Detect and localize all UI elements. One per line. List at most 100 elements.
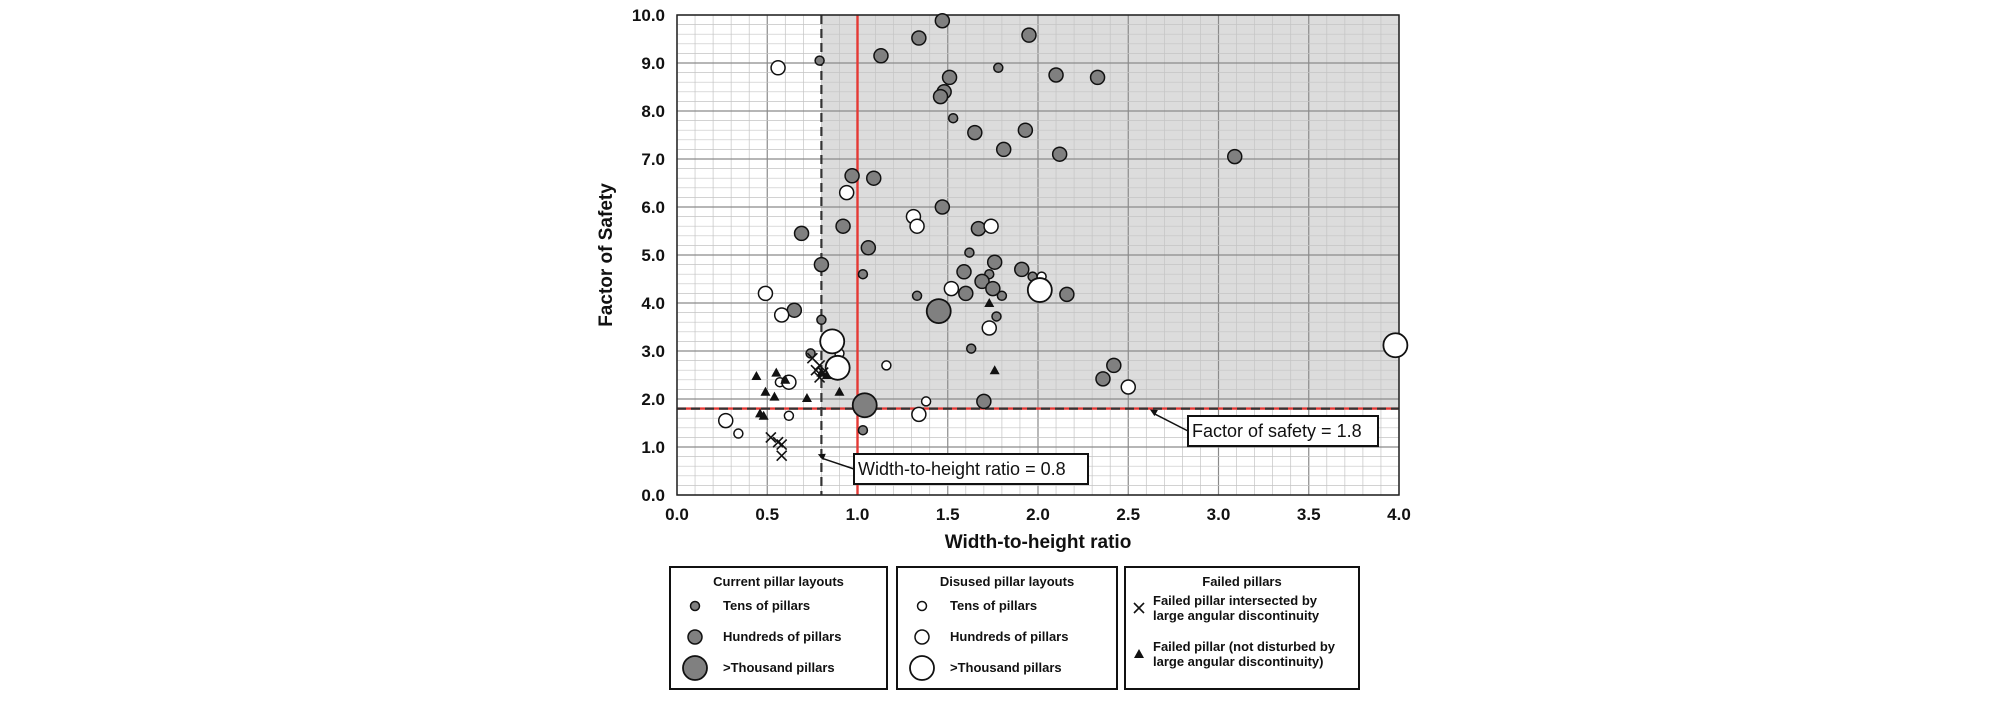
legend-marker [682, 655, 708, 681]
data-point [958, 285, 974, 302]
data-point [996, 290, 1008, 302]
failed-pillar-triangle-point [834, 386, 845, 396]
y-axis-title: Factor of Safety [596, 183, 617, 327]
data-point [1017, 122, 1034, 138]
data-point [911, 30, 927, 46]
y-tick-label: 0.0 [641, 486, 665, 505]
x-tick-label: 3.0 [1207, 505, 1231, 524]
legend-symbol [914, 629, 930, 645]
y-tick-label: 7.0 [641, 150, 665, 169]
data-point [1026, 277, 1053, 303]
data-point [844, 168, 860, 184]
data-point [956, 264, 972, 280]
data-point [783, 410, 795, 422]
data-point [920, 396, 932, 407]
legend-title: Failed pillars [1202, 574, 1282, 589]
legend-marker [916, 600, 928, 612]
data-point [813, 256, 830, 273]
failed-pillar-triangle-point [751, 370, 762, 380]
data-point [965, 343, 977, 354]
data-point [976, 393, 992, 410]
data-point [1059, 286, 1075, 303]
failed-pillar-x-point [776, 439, 788, 451]
data-point [816, 314, 827, 326]
data-point [1021, 27, 1037, 43]
legend-item-label: Failed pillar (not disturbed by large an… [1153, 639, 1336, 669]
y-tick-label: 4.0 [641, 294, 665, 313]
x-tick-label: 1.5 [936, 505, 960, 524]
legend-marker [1134, 649, 1144, 658]
legend-symbol [687, 629, 703, 645]
data-point [983, 218, 999, 234]
legend-box: Disused pillar layouts Tens of pillars Hun… [896, 566, 1118, 690]
legend-item-label: Hundreds of pillars [950, 629, 1069, 644]
annotation-arrow [1153, 412, 1189, 432]
failed-pillar-triangle-point [989, 365, 1000, 375]
data-point [932, 88, 949, 105]
x-tick-label: 0.0 [665, 505, 689, 524]
data-point [911, 290, 923, 302]
legend-marker [914, 629, 930, 645]
data-point [805, 348, 816, 359]
legend-item-label: Tens of pillars [723, 598, 811, 613]
data-point [773, 307, 790, 323]
legend-marker [689, 600, 701, 612]
data-point [909, 218, 925, 234]
annotation-text: Factor of safety = 1.8 [1192, 421, 1362, 441]
y-tick-label: 6.0 [641, 198, 665, 217]
data-point [947, 112, 959, 124]
legend-title: Disused pillar layouts [939, 574, 1075, 589]
data-point [717, 412, 734, 429]
y-tick-label: 2.0 [641, 390, 665, 409]
legend-symbol [682, 655, 708, 681]
y-tick-label: 5.0 [641, 246, 665, 265]
data-point [757, 285, 774, 302]
data-point [943, 280, 960, 297]
x-tick-label: 1.0 [846, 505, 870, 524]
legend-item-label: Hundreds of pillars [723, 629, 842, 644]
y-tick-label: 9.0 [641, 54, 665, 73]
data-point [995, 141, 1012, 158]
legend-symbol [916, 600, 928, 612]
data-point [967, 124, 983, 141]
x-tick-label: 2.5 [1116, 505, 1140, 524]
legend-marker [1133, 602, 1145, 614]
legend-item-label: Failed pillar intersected by large angul… [1153, 593, 1320, 623]
data-point [986, 254, 1003, 270]
data-point [857, 424, 869, 436]
failed-pillar-x-point [765, 431, 777, 443]
data-point [1051, 146, 1068, 162]
x-tick-label: 2.0 [1026, 505, 1050, 524]
data-point [1095, 371, 1111, 387]
failed-pillar-triangle-point [771, 367, 782, 377]
data-point [934, 199, 951, 215]
legend-title: Current pillar layouts [713, 574, 844, 589]
data-point [881, 360, 892, 371]
x-tick-label: 0.5 [755, 505, 779, 524]
legend-item-label: >Thousand pillars [950, 660, 1062, 675]
annotation-arrowhead [1149, 409, 1158, 417]
annotation-box [1187, 415, 1379, 447]
failed-pillar-triangle-point [821, 370, 832, 379]
y-tick-label: 1.0 [641, 438, 665, 457]
data-point [835, 218, 851, 234]
data-point [981, 320, 998, 336]
data-point [770, 60, 786, 76]
data-point [857, 268, 869, 280]
data-point [873, 48, 889, 64]
data-point [964, 247, 975, 258]
data-point [1089, 69, 1106, 86]
data-point [985, 280, 1001, 297]
data-point [974, 273, 990, 290]
data-point [1226, 148, 1243, 165]
data-point [1106, 357, 1122, 374]
failed-pillar-triangle-point [769, 391, 780, 401]
annotation-arrowhead [817, 453, 826, 461]
x-tick-label: 3.5 [1297, 505, 1321, 524]
legend-item-label: >Thousand pillars [723, 660, 835, 675]
annotation-text: Width-to-height ratio = 0.8 [858, 459, 1066, 479]
data-point [733, 428, 744, 439]
data-point [838, 184, 855, 201]
data-point [1382, 332, 1409, 359]
